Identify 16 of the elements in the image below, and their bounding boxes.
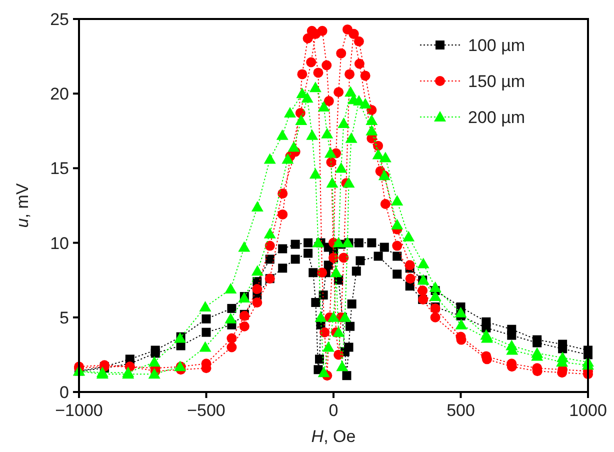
x-tick-label: 500 — [446, 401, 475, 420]
x-axis-title: H, Oe — [311, 427, 356, 446]
y-tick-label: 25 — [50, 10, 69, 29]
legend-label: 150 µm — [468, 72, 526, 91]
x-tick-label: 1000 — [569, 401, 607, 420]
y-tick-label: 10 — [50, 234, 69, 253]
legend-label: 200 µm — [468, 108, 526, 127]
legend-label: 100 µm — [468, 36, 526, 55]
x-tick-label: −1000 — [55, 401, 103, 420]
y-tick-label: 0 — [60, 383, 69, 402]
y-tick-label: 15 — [50, 159, 69, 178]
x-tick-label: 0 — [328, 401, 338, 420]
y-axis-title: u, mV — [13, 182, 32, 228]
x-tick-label: −500 — [187, 401, 226, 420]
y-tick-label: 20 — [50, 84, 69, 104]
y-tick-label: 5 — [60, 308, 69, 328]
